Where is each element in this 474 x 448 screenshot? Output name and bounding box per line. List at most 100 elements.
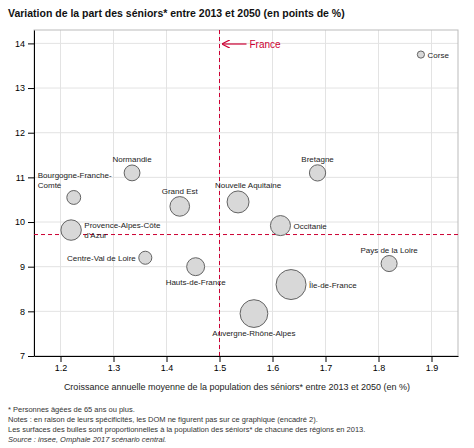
x-tick-mark [61,356,62,362]
bubble [67,191,81,205]
y-tick: 13 [15,83,34,93]
x-tick-mark [432,356,433,362]
y-tick-mark [28,133,34,134]
x-tick: 1.7 [320,356,333,373]
footnote: Notes : en raison de leurs spécificités,… [8,415,318,424]
x-tick: 1.2 [55,356,68,373]
y-tick-label: 10 [15,217,25,227]
x-grid-line [113,30,114,356]
bubble [124,165,140,181]
bubble [417,51,424,58]
plot-frame [34,30,458,356]
bubble-label: Hauts-de-France [166,278,227,287]
bubble-label-line: Nouvelle Aquitaine [215,181,282,190]
x-tick: 1.8 [373,356,386,373]
chart-title: Variation de la part des séniors* entre … [8,7,345,19]
reference-line-x [219,30,220,356]
y-axis: 7891011121314 [15,31,35,362]
y-tick-label: 8 [20,307,25,317]
y-grid-line [34,88,458,89]
x-tick-mark [167,356,168,362]
bubble-label: Centre-Val de Loire [67,254,136,263]
footnote: Les surfaces des bulles sont proportionn… [8,425,365,434]
footnote: Source : insee, Omphale 2017 scénario ce… [8,435,166,444]
bubble-label: Bretagne [301,155,334,164]
bubble-label: Auvergne-Rhône-Alpes [212,329,295,338]
y-tick: 12 [15,128,34,138]
bubble-label-line: Bretagne [301,155,334,164]
reference-label: France [250,39,282,50]
x-grid-line [219,30,220,356]
x-grid-line [325,30,326,356]
bubble-label-line: Provence-Alpes-Côte [84,221,161,230]
marks [34,30,458,356]
x-tick-mark [379,356,380,362]
y-tick-label: 7 [20,351,25,361]
bubble [187,258,205,276]
y-tick-label: 12 [15,128,25,138]
x-tick-label: 1.3 [108,363,121,373]
x-tick-mark [326,356,327,362]
plot-area: 1.21.31.41.51.61.71.81.97891011121314Cor… [15,30,459,373]
x-tick: 1.5 [214,356,227,373]
y-tick-mark [28,267,34,268]
bubble [139,251,152,264]
x-tick-label: 1.2 [55,363,68,373]
reference-arrow [223,43,247,44]
y-tick-label: 9 [20,262,25,272]
y-grid-line [34,43,458,44]
x-tick-label: 1.7 [320,363,333,373]
chart-svg: 1.21.31.41.51.61.71.81.97891011121314Cor… [0,0,474,448]
y-tick: 9 [20,262,34,272]
x-tick-mark [220,356,221,362]
y-tick-mark [28,311,34,312]
bubble-label-line: Bourgogne-Franche- [38,171,112,180]
chart-container: 1.21.31.41.51.61.71.81.97891011121314Cor… [0,0,474,448]
bubble-label: Grand Est [162,187,199,196]
bubble-label: Pays de la Loire [360,246,418,255]
x-tick: 1.4 [161,356,174,373]
bubble-label-line: Île-de-France [308,281,357,290]
y-tick-mark [28,222,34,223]
x-tick-mark [114,356,115,362]
y-tick-mark [28,88,34,89]
bubble-label: Normandie [112,155,152,164]
bubble [381,256,397,272]
y-tick-label: 11 [16,173,25,183]
bubble [270,216,290,236]
y-tick-mark [28,177,34,178]
bubble-label-line: Normandie [112,155,152,164]
x-axis-title: Croissance annuelle moyenne de la popula… [64,382,410,392]
bubble [276,270,306,300]
bubble [227,191,249,213]
y-tick-mark [28,43,34,44]
x-tick: 1.9 [426,356,439,373]
bubble-label-line: Hauts-de-France [166,278,227,287]
y-tick: 11 [16,173,34,183]
y-tick-label: 13 [15,83,25,93]
x-grid-line [60,30,61,356]
bubble [170,197,190,217]
y-tick-mark [28,356,34,357]
x-grid-line [431,30,432,356]
y-tick: 7 [20,351,34,361]
bubble-label: Nouvelle Aquitaine [215,181,282,190]
bubble-label-line: Occitanie [293,222,327,231]
y-tick: 8 [20,307,34,317]
bubble-label: Provence-Alpes-Côted'Azur [84,221,161,240]
x-axis: 1.2 1.3 1.4 1.5 1.6 1.7 1.8 1.9 [35,356,459,373]
x-tick: 1.3 [108,356,121,373]
y-tick: 10 [15,217,34,227]
x-tick-label: 1.6 [267,363,280,373]
footnote: * Personnes âgées de 65 ans ou plus. [8,405,135,414]
bubble [309,165,325,181]
x-tick-label: 1.9 [426,363,439,373]
bubble-label-line: Pays de la Loire [360,246,418,255]
x-grid-line [378,30,379,356]
y-grid-line [34,132,458,133]
x-tick: 1.6 [267,356,280,373]
bubble-label-line: Auvergne-Rhône-Alpes [212,329,295,338]
x-tick-label: 1.5 [214,363,227,373]
x-tick-mark [273,356,274,362]
x-tick-label: 1.8 [373,363,386,373]
